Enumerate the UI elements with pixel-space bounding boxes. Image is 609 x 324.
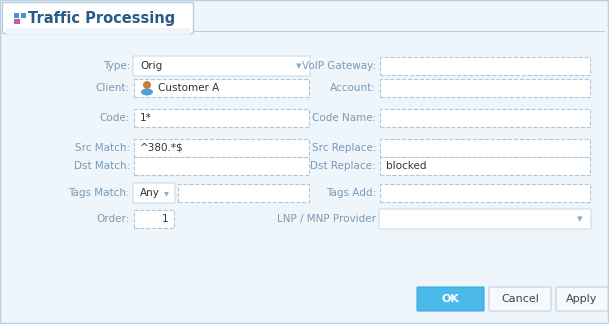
FancyBboxPatch shape xyxy=(2,3,194,33)
Bar xyxy=(14,13,19,18)
Text: Type:: Type: xyxy=(103,61,130,71)
Text: Src Match:: Src Match: xyxy=(75,143,130,153)
FancyBboxPatch shape xyxy=(133,183,175,203)
Text: ▾: ▾ xyxy=(296,61,302,71)
Text: Tags Match:: Tags Match: xyxy=(68,188,130,198)
Text: Orig: Orig xyxy=(140,61,162,71)
Text: 1: 1 xyxy=(161,214,168,224)
Text: LNP / MNP Provider: LNP / MNP Provider xyxy=(277,214,376,224)
FancyBboxPatch shape xyxy=(379,209,591,229)
Text: Dst Replace:: Dst Replace: xyxy=(311,161,376,171)
Bar xyxy=(380,109,590,127)
Bar xyxy=(380,184,590,202)
Bar xyxy=(380,57,590,75)
Text: Client:: Client: xyxy=(96,83,130,93)
Bar xyxy=(134,157,309,175)
Text: Traffic Processing: Traffic Processing xyxy=(28,10,175,26)
FancyBboxPatch shape xyxy=(133,56,310,76)
Bar xyxy=(134,79,309,97)
Text: Code Name:: Code Name: xyxy=(312,113,376,123)
Bar xyxy=(6,28,190,34)
Bar xyxy=(134,139,309,157)
Bar xyxy=(4,30,605,32)
Text: Tags Add:: Tags Add: xyxy=(326,188,376,198)
Text: Any: Any xyxy=(140,188,160,198)
Bar xyxy=(134,210,174,228)
Text: Order:: Order: xyxy=(97,214,130,224)
Bar xyxy=(380,157,590,175)
Bar xyxy=(380,139,590,157)
Circle shape xyxy=(143,81,151,89)
Text: VoIP Gateway:: VoIP Gateway: xyxy=(302,61,376,71)
Ellipse shape xyxy=(141,88,153,96)
Bar xyxy=(380,79,590,97)
Text: ▾: ▾ xyxy=(577,214,583,224)
Text: blocked: blocked xyxy=(386,161,426,171)
Text: ^380.*$: ^380.*$ xyxy=(140,143,184,153)
Text: Apply: Apply xyxy=(566,294,597,304)
Text: ▾: ▾ xyxy=(164,188,169,198)
FancyBboxPatch shape xyxy=(489,287,551,311)
Bar xyxy=(134,109,309,127)
Text: Dst Match:: Dst Match: xyxy=(74,161,130,171)
Bar xyxy=(21,13,26,18)
Text: Cancel: Cancel xyxy=(501,294,539,304)
Text: Src Replace:: Src Replace: xyxy=(311,143,376,153)
Text: 1*: 1* xyxy=(140,113,152,123)
Text: Customer A: Customer A xyxy=(158,83,219,93)
FancyBboxPatch shape xyxy=(417,287,484,311)
Text: Code:: Code: xyxy=(100,113,130,123)
Bar xyxy=(178,184,309,202)
Text: Account:: Account: xyxy=(330,83,376,93)
FancyBboxPatch shape xyxy=(556,287,608,311)
Bar xyxy=(14,19,20,24)
Text: OK: OK xyxy=(442,294,459,304)
